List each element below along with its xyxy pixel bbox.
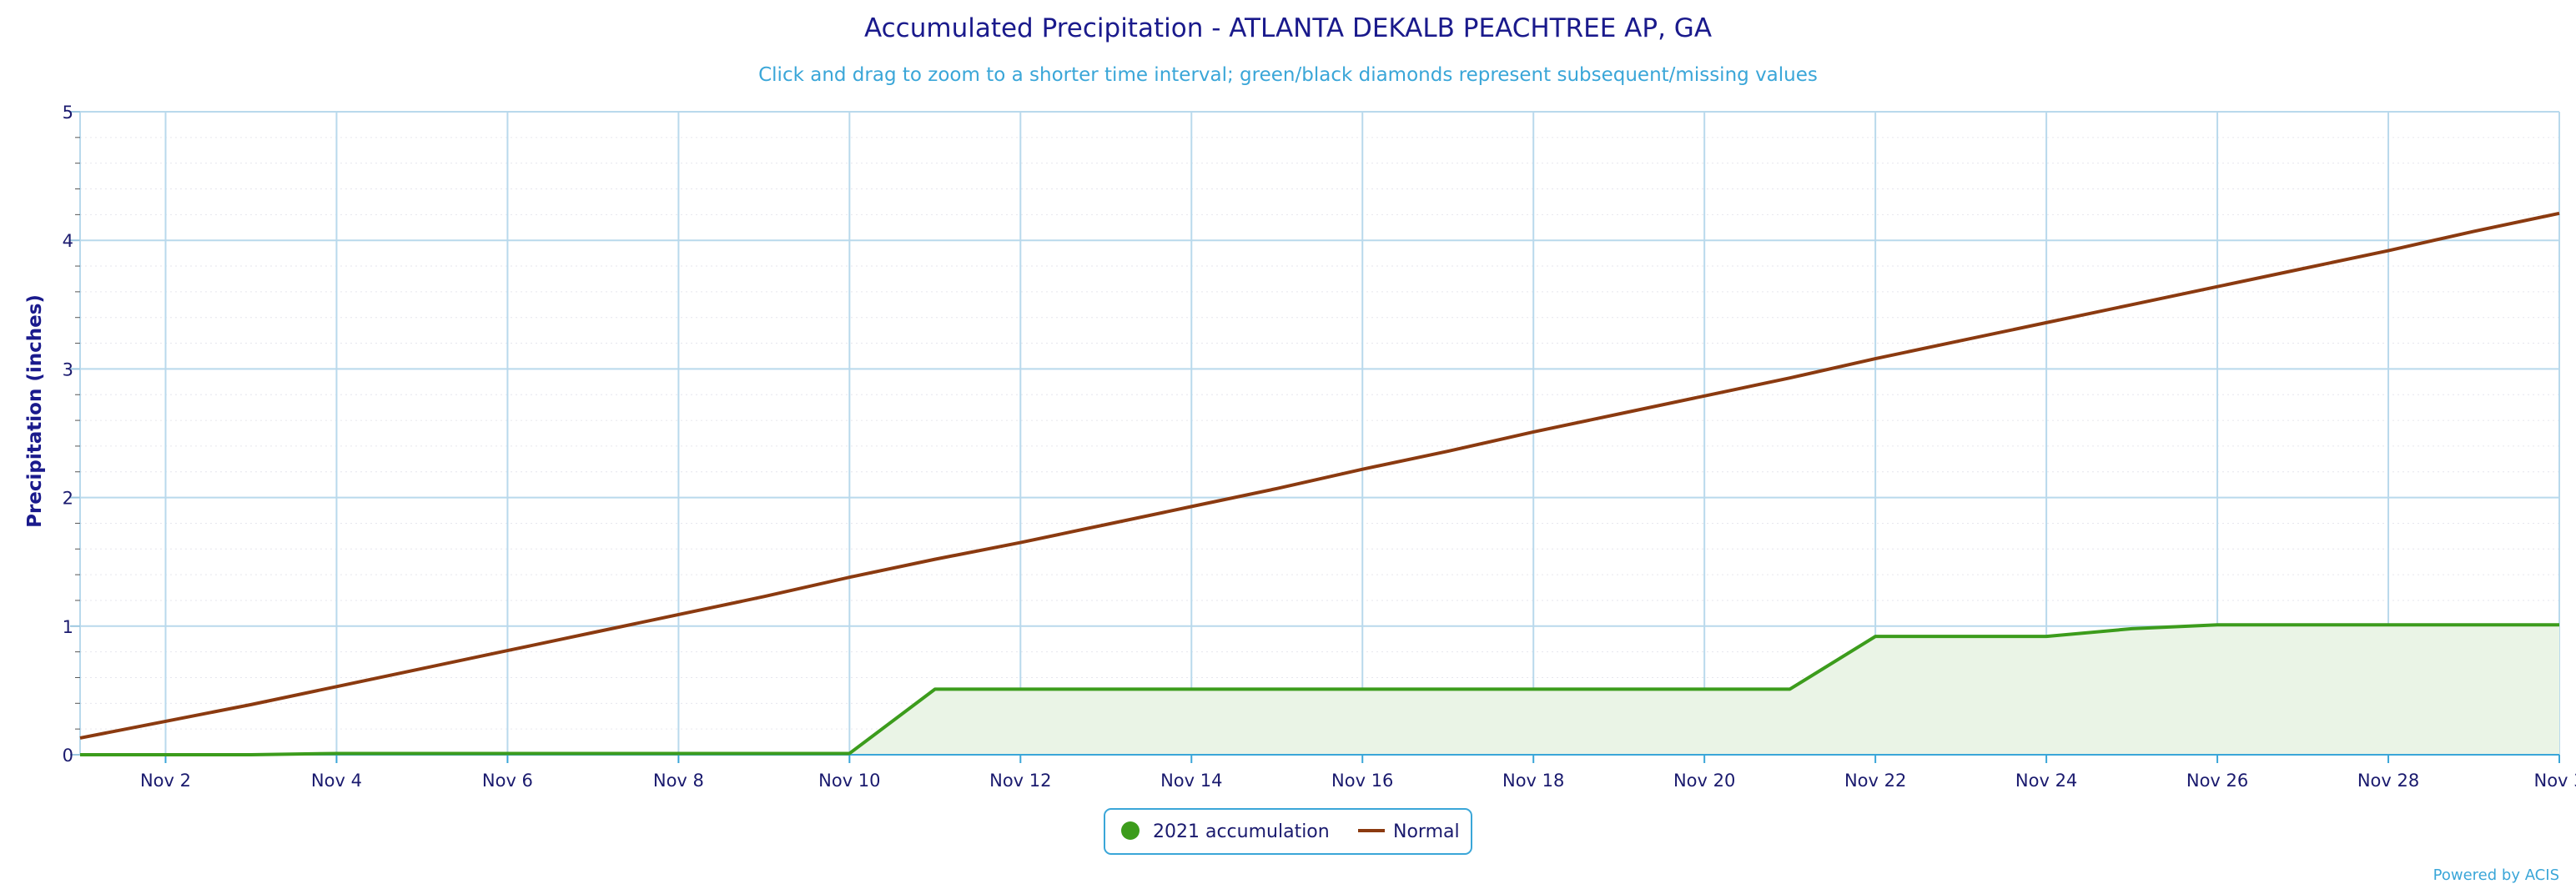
x-tick-label: Nov 6 [482, 771, 533, 791]
y-tick-label: 0 [63, 746, 73, 766]
y-tick-label: 3 [63, 359, 73, 379]
chart-title: Accumulated Precipitation - ATLANTA DEKA… [864, 13, 1712, 43]
grid-lines [79, 111, 2560, 756]
series-lines [79, 211, 2560, 756]
y-tick-label: 5 [63, 103, 73, 123]
x-tick-label: Nov 28 [2357, 771, 2419, 791]
legend[interactable]: 2021 accumulation Normal [1104, 808, 1472, 855]
y-tick-label: 1 [63, 617, 73, 637]
powered-by-credit[interactable]: Powered by ACIS [2433, 866, 2559, 884]
y-tick-label: 4 [63, 231, 73, 251]
legend-label-accumulation: 2021 accumulation [1153, 821, 1330, 842]
x-tick-label: Nov 18 [1502, 771, 1564, 791]
accumulation-line [80, 623, 2559, 756]
x-tick-label: Nov 12 [989, 771, 1051, 791]
legend-symbol-accumulation [1121, 821, 1140, 840]
x-tick-label: Nov 10 [818, 771, 880, 791]
x-tick-label: Nov 14 [1160, 771, 1222, 791]
x-tick-label: Nov 22 [1844, 771, 1906, 791]
legend-box [1104, 808, 1472, 855]
y-axis-title: Precipitation (inches) [24, 294, 46, 528]
x-tick-label: Nov 20 [1673, 771, 1735, 791]
x-tick-label: Nov 4 [311, 771, 362, 791]
x-tick-label: Nov 26 [2186, 771, 2248, 791]
legend-label-normal: Normal [1393, 821, 1460, 842]
legend-item-2021-accumulation[interactable]: 2021 accumulation [1121, 821, 1330, 842]
x-tick-label: Nov 24 [2015, 771, 2077, 791]
tick-labels: Nov 2 Nov 4 Nov 6 Nov 8 Nov 10 Nov 12 Nov 14 No… [63, 103, 2576, 791]
y-tick-label: 2 [63, 489, 73, 509]
x-tick-label: Nov 16 [1331, 771, 1393, 791]
chart-subtitle: Click and drag to zoom to a shorter time… [758, 64, 1818, 86]
normal-line [79, 211, 2560, 740]
legend-item-normal[interactable]: Normal [1358, 821, 1460, 842]
x-tick-label: Nov 2 [140, 771, 191, 791]
x-tick-label: Nov 3 [2533, 771, 2576, 791]
x-tick-label: Nov 8 [653, 771, 704, 791]
